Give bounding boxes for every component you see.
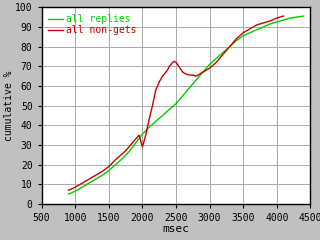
all non-gets	[261, 22, 265, 24]
all non-gets	[208, 67, 212, 70]
all replies	[228, 45, 232, 48]
Legend: all replies, all non-gets: all replies, all non-gets	[46, 12, 138, 37]
all replies	[181, 94, 185, 97]
all replies	[241, 34, 245, 37]
all replies	[188, 86, 191, 89]
all replies	[208, 63, 212, 66]
all non-gets	[228, 45, 232, 48]
all replies	[214, 57, 218, 60]
all replies	[167, 108, 171, 111]
all replies	[93, 178, 97, 181]
all non-gets	[150, 104, 154, 107]
all non-gets	[178, 67, 182, 70]
all non-gets	[73, 186, 77, 189]
all non-gets	[114, 158, 117, 161]
all replies	[154, 120, 158, 123]
all non-gets	[166, 68, 170, 71]
all non-gets	[282, 15, 285, 18]
all non-gets	[173, 60, 177, 63]
all non-gets	[175, 63, 179, 66]
all non-gets	[107, 165, 111, 168]
all replies	[282, 18, 285, 21]
all non-gets	[137, 134, 141, 137]
all non-gets	[275, 17, 279, 19]
all non-gets	[268, 19, 272, 22]
all non-gets	[140, 145, 144, 148]
all replies	[235, 39, 238, 42]
all non-gets	[154, 88, 158, 91]
all replies	[127, 150, 131, 153]
all replies	[221, 51, 225, 54]
all non-gets	[169, 63, 173, 66]
all non-gets	[248, 27, 252, 30]
all non-gets	[127, 145, 131, 148]
all non-gets	[241, 31, 245, 34]
all replies	[201, 71, 205, 74]
all non-gets	[201, 71, 205, 74]
all non-gets	[157, 81, 161, 84]
all non-gets	[87, 178, 91, 181]
all non-gets	[191, 74, 195, 77]
all non-gets	[67, 189, 70, 192]
all replies	[161, 114, 164, 117]
all non-gets	[174, 61, 178, 64]
all replies	[248, 31, 252, 34]
all non-gets	[131, 142, 134, 144]
all non-gets	[235, 37, 238, 40]
Line: all non-gets: all non-gets	[68, 16, 284, 190]
all non-gets	[194, 75, 198, 78]
all replies	[134, 142, 138, 144]
all non-gets	[184, 73, 188, 76]
Y-axis label: cumulative %: cumulative %	[4, 70, 13, 141]
X-axis label: msec: msec	[163, 224, 189, 234]
all replies	[100, 174, 104, 177]
all replies	[302, 15, 306, 18]
all replies	[288, 17, 292, 19]
all non-gets	[100, 170, 104, 173]
all non-gets	[120, 152, 124, 155]
all replies	[73, 190, 77, 193]
all non-gets	[255, 24, 259, 26]
all replies	[107, 169, 111, 172]
all replies	[295, 16, 299, 18]
all non-gets	[80, 182, 84, 185]
all replies	[261, 25, 265, 28]
all non-gets	[161, 75, 164, 78]
all replies	[174, 102, 178, 105]
all replies	[87, 182, 91, 185]
all replies	[114, 163, 117, 166]
all non-gets	[221, 53, 225, 56]
all replies	[80, 186, 84, 189]
all non-gets	[164, 71, 168, 74]
Line: all replies: all replies	[68, 16, 304, 194]
all non-gets	[167, 65, 171, 68]
all non-gets	[93, 174, 97, 177]
all non-gets	[181, 71, 185, 74]
all replies	[255, 28, 259, 31]
all replies	[67, 193, 70, 196]
all non-gets	[124, 150, 127, 152]
all replies	[147, 126, 151, 129]
all non-gets	[171, 61, 175, 64]
all replies	[194, 78, 198, 81]
all non-gets	[214, 61, 218, 64]
all replies	[275, 21, 279, 24]
all replies	[120, 157, 124, 160]
all non-gets	[188, 74, 191, 77]
all non-gets	[147, 118, 151, 121]
all non-gets	[134, 138, 138, 140]
all non-gets	[177, 65, 180, 68]
all non-gets	[144, 134, 148, 137]
all replies	[140, 133, 144, 136]
all replies	[268, 23, 272, 25]
